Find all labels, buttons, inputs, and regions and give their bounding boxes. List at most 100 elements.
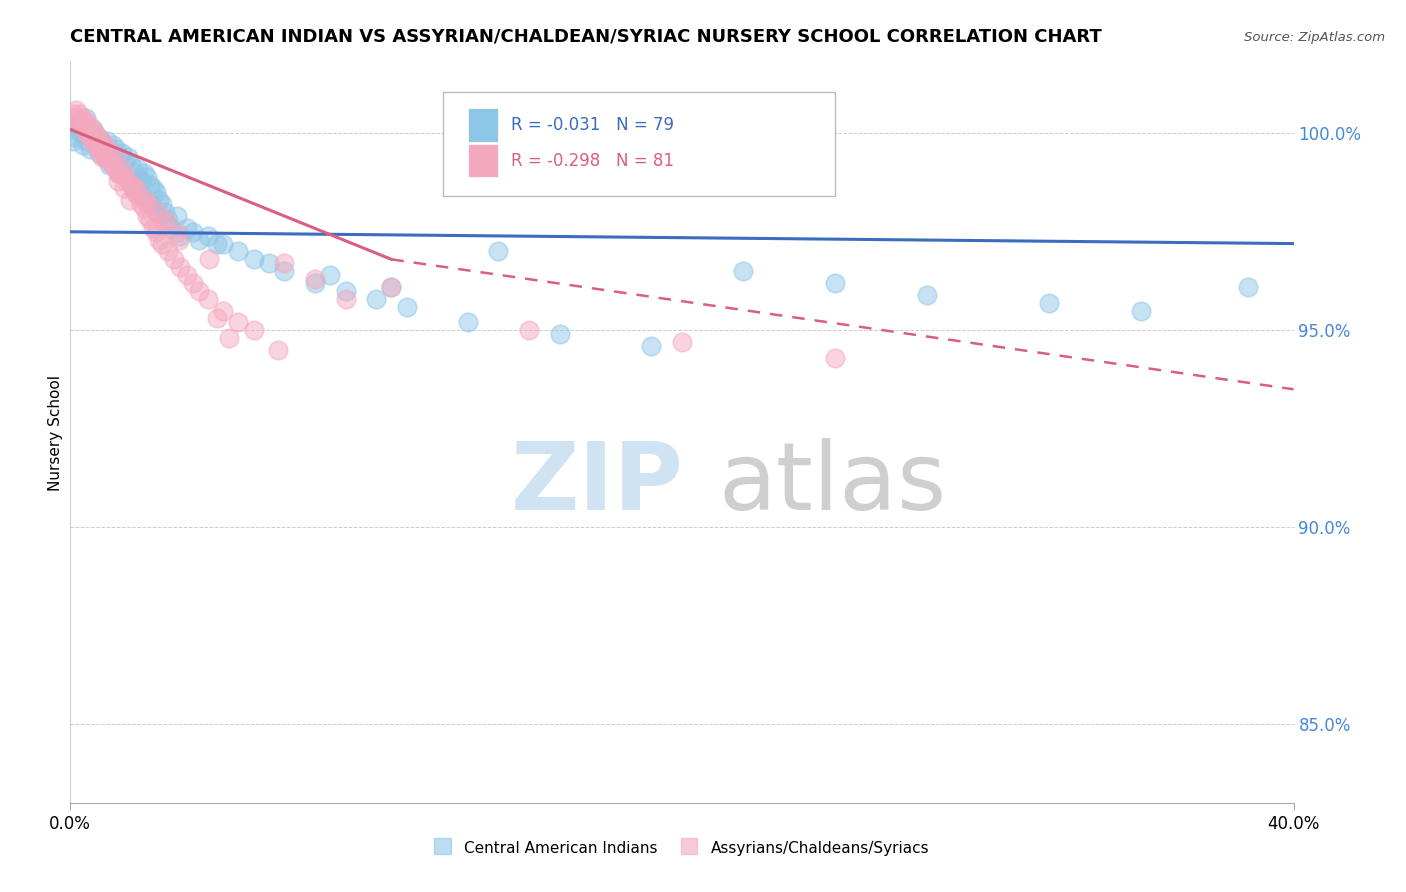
Point <box>124 186 146 200</box>
Point <box>148 194 170 208</box>
Point <box>150 236 173 251</box>
Point <box>243 252 266 267</box>
Point <box>97 158 120 172</box>
Point <box>304 276 326 290</box>
Point <box>97 153 120 168</box>
Y-axis label: Nursery School: Nursery School <box>48 375 63 491</box>
Point <box>105 150 128 164</box>
Point <box>169 228 191 243</box>
Point <box>132 201 155 215</box>
Point <box>75 114 97 128</box>
Point <box>114 153 136 168</box>
Point <box>63 111 86 125</box>
Point <box>73 122 96 136</box>
Point <box>89 142 111 156</box>
Point <box>121 178 143 192</box>
Point <box>72 138 94 153</box>
Point <box>134 194 156 208</box>
FancyBboxPatch shape <box>443 92 835 195</box>
Point <box>169 260 191 275</box>
Point <box>197 292 219 306</box>
Point <box>89 146 111 161</box>
Point <box>75 111 97 125</box>
Point <box>66 119 89 133</box>
Point <box>83 126 105 140</box>
Point <box>69 106 91 120</box>
Point <box>824 276 846 290</box>
Point <box>135 209 157 223</box>
Point <box>139 178 162 192</box>
Point <box>91 150 114 164</box>
Point <box>152 217 174 231</box>
Point <box>121 158 143 172</box>
Point <box>101 138 124 153</box>
Point <box>187 233 209 247</box>
Point <box>915 287 938 301</box>
Point <box>65 122 87 136</box>
Point <box>125 186 148 200</box>
Point <box>142 220 165 235</box>
Point <box>380 280 402 294</box>
Point <box>142 181 165 195</box>
Point <box>135 169 157 184</box>
Point <box>205 311 228 326</box>
Point <box>63 130 86 145</box>
Point <box>93 142 115 156</box>
Point <box>72 111 94 125</box>
Point <box>124 166 146 180</box>
Point <box>69 114 91 128</box>
Point <box>176 220 198 235</box>
Point <box>160 220 183 235</box>
Point <box>205 236 228 251</box>
Point <box>139 213 162 227</box>
Point <box>70 126 93 140</box>
Point <box>105 142 128 156</box>
Point <box>457 315 479 329</box>
Point <box>80 122 103 136</box>
Point <box>98 146 121 161</box>
Point <box>96 134 118 148</box>
Point <box>98 146 121 161</box>
Point <box>1129 303 1152 318</box>
Point <box>166 225 188 239</box>
Point <box>198 252 221 267</box>
Point <box>273 256 295 270</box>
Point <box>80 130 103 145</box>
Point <box>91 138 114 153</box>
Point <box>640 339 662 353</box>
Point <box>107 173 129 187</box>
Point <box>141 197 163 211</box>
Point <box>671 334 693 349</box>
Point <box>112 181 135 195</box>
Point <box>197 228 219 243</box>
Point <box>91 146 114 161</box>
Point <box>82 122 104 136</box>
Point <box>132 166 155 180</box>
Point <box>62 106 84 120</box>
Point <box>228 315 250 329</box>
Point <box>117 150 139 164</box>
Text: R = -0.031   N = 79: R = -0.031 N = 79 <box>510 116 673 135</box>
Point <box>73 122 96 136</box>
Point <box>335 292 357 306</box>
Point <box>1038 295 1060 310</box>
Point <box>380 280 402 294</box>
Point <box>76 126 98 140</box>
Point <box>84 138 107 153</box>
Point <box>84 138 107 153</box>
Point <box>304 272 326 286</box>
Point <box>181 225 204 239</box>
Text: R = -0.298   N = 81: R = -0.298 N = 81 <box>510 152 673 169</box>
Point <box>157 244 180 259</box>
Point <box>94 150 117 164</box>
Point <box>87 130 110 145</box>
Point <box>243 323 266 337</box>
Point <box>212 236 235 251</box>
Point <box>218 331 240 345</box>
Point <box>517 323 540 337</box>
Point <box>145 225 167 239</box>
Point <box>167 233 190 247</box>
Point <box>77 126 100 140</box>
Point <box>176 268 198 282</box>
Point <box>96 142 118 156</box>
